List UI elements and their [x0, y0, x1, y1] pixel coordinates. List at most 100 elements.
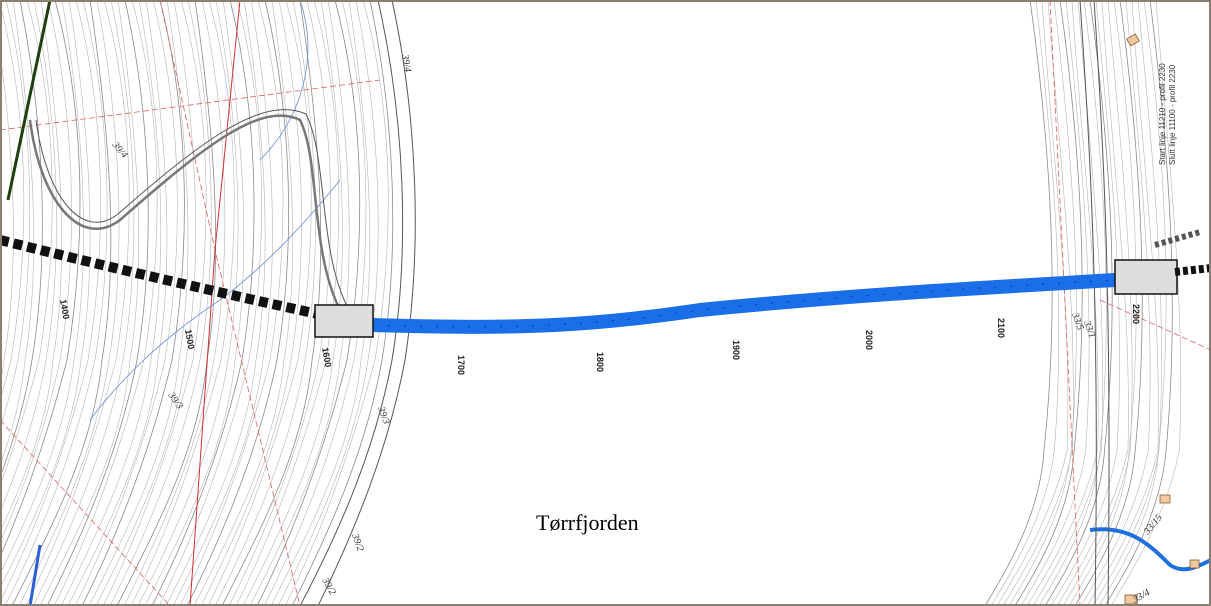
contour-line — [207, 0, 312, 606]
contour-line — [249, 0, 350, 606]
property-label: 39/4 — [399, 53, 413, 73]
contour-line — [1026, 0, 1099, 606]
contour-line — [1038, 0, 1107, 606]
contour-line — [18, 0, 120, 606]
station-labels: 1400 1500 1600 1700 1800 1900 2000 2100 … — [58, 299, 1141, 375]
tunnel-marker — [1154, 229, 1201, 248]
contour-line — [1104, 0, 1173, 606]
property-line — [0, 419, 171, 606]
contour-line — [193, 0, 294, 606]
stream — [89, 179, 341, 421]
stream — [259, 0, 309, 161]
road-edge — [317, 0, 416, 606]
contour-line — [0, 0, 101, 603]
road-edge — [1093, 0, 1110, 606]
contour-line — [0, 50, 14, 388]
contour-line — [88, 0, 189, 606]
station-label: 1800 — [595, 352, 605, 372]
contour-line — [1098, 0, 1167, 606]
contour-line — [39, 0, 139, 606]
grid-line — [189, 0, 241, 606]
contour-line — [1074, 0, 1143, 606]
contour-line — [1014, 0, 1083, 606]
contour-line — [1062, 0, 1133, 606]
contour-line — [291, 0, 394, 606]
contour-line — [186, 0, 289, 606]
contour-line — [137, 0, 239, 606]
contour-line — [172, 0, 273, 606]
station-label: 1700 — [456, 355, 466, 375]
contour-line — [1056, 0, 1129, 606]
contour-line — [1044, 0, 1113, 606]
station-label: 1500 — [183, 329, 196, 350]
contour-line — [1110, 0, 1182, 606]
contour-line — [221, 0, 322, 606]
contour-line — [46, 0, 149, 606]
water-name: Tørrfjorden — [536, 510, 639, 535]
station-label: 2200 — [1131, 304, 1141, 324]
road-edge — [299, 0, 404, 606]
building — [1126, 33, 1140, 47]
note: Slutt linje 11100 - profil 2230 — [1168, 64, 1177, 165]
contour-line — [67, 0, 168, 606]
contour-line — [242, 0, 343, 606]
access-road — [28, 114, 342, 311]
contour-line — [0, 0, 31, 431]
contour-line — [228, 0, 331, 606]
station-label: 2100 — [996, 318, 1006, 338]
access-road — [35, 109, 349, 309]
contour-line — [0, 2, 25, 402]
contour-line — [270, 0, 371, 606]
contour-line — [0, 0, 91, 589]
contour-line — [0, 0, 84, 575]
contour-line — [109, 0, 212, 606]
building — [1189, 559, 1200, 569]
note: Start linje 11210 - profil 2230 — [1158, 63, 1167, 165]
contour-line — [95, 0, 197, 606]
contour-line — [74, 0, 178, 606]
contour-line — [151, 0, 255, 606]
contour-line — [102, 0, 207, 606]
property-line — [1049, 0, 1081, 606]
buildings — [1124, 33, 1200, 605]
bridge-axis — [371, 279, 1116, 328]
contour-line — [144, 0, 245, 606]
contour-line — [0, 0, 81, 558]
station-label: 1600 — [320, 347, 333, 368]
road-edge — [1079, 0, 1097, 606]
contour-line — [165, 0, 266, 606]
contour-line — [0, 0, 43, 479]
station-label: 2000 — [864, 330, 874, 350]
contour-line — [1080, 0, 1151, 606]
road — [28, 0, 1110, 606]
contour-line — [53, 0, 158, 606]
contour-line — [0, 0, 53, 488]
contour-line — [60, 0, 162, 606]
contour-line — [179, 0, 284, 606]
stream — [28, 544, 42, 606]
abutment — [1114, 259, 1178, 295]
property-line — [1099, 299, 1211, 351]
contour-line — [0, 0, 57, 513]
contour-line — [0, 0, 72, 544]
tunnel — [1174, 264, 1211, 276]
contour-line — [1032, 0, 1104, 606]
abutment — [314, 304, 374, 338]
contour-line — [1002, 0, 1074, 606]
contour-line — [263, 0, 367, 606]
contour-line — [25, 0, 130, 606]
contour-line — [1092, 0, 1162, 606]
station-label: 1900 — [731, 340, 741, 360]
contour-line — [200, 0, 302, 606]
contour-line — [1008, 0, 1077, 606]
contour-line — [235, 0, 340, 606]
contour-line — [990, 0, 1060, 606]
contour-line — [1020, 0, 1090, 606]
property-line — [0, 79, 381, 131]
contour-line — [4, 0, 108, 606]
contour-line — [214, 0, 316, 606]
contour-line — [1086, 0, 1159, 606]
